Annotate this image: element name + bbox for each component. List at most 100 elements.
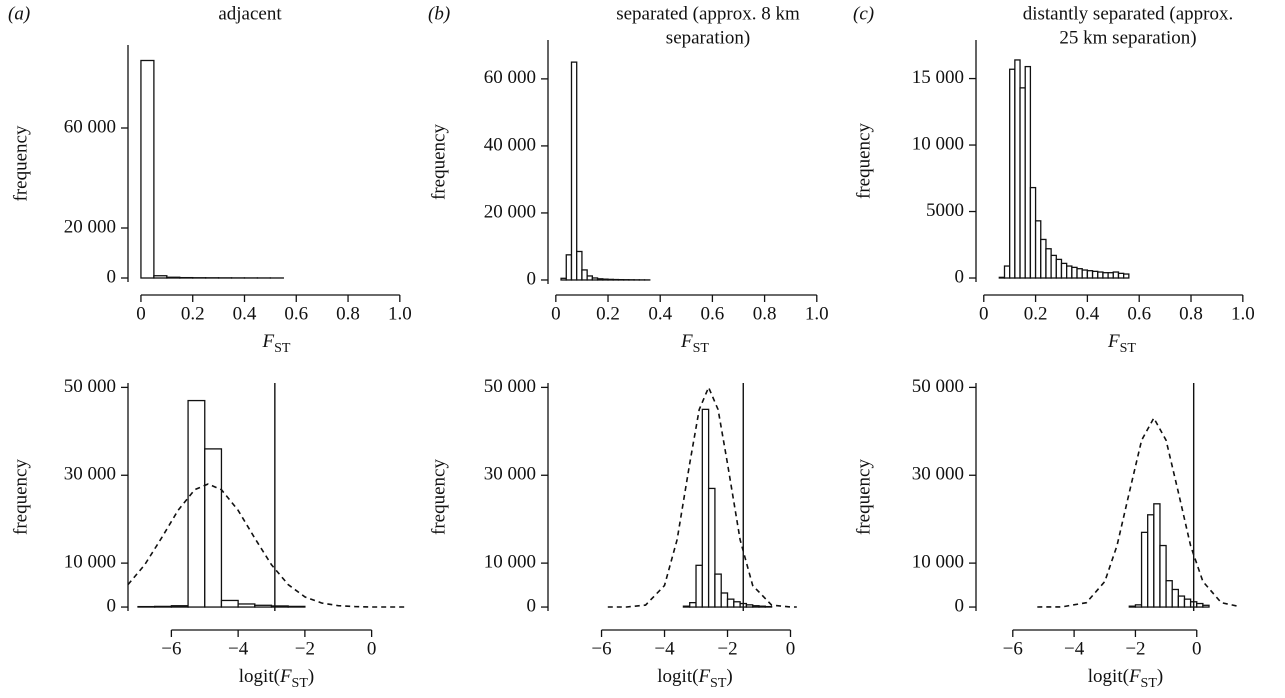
histogram-bar bbox=[1171, 588, 1180, 608]
x-tick-label: 0.8 bbox=[336, 303, 360, 324]
y-tick-label: 20 000 bbox=[64, 216, 116, 237]
x-tick-label: −4 bbox=[228, 638, 249, 659]
x-label-suffix: ) bbox=[1157, 666, 1163, 687]
histogram-bar bbox=[204, 448, 223, 608]
y-tick-label: 0 bbox=[527, 595, 537, 616]
histogram-bar bbox=[1123, 273, 1130, 279]
histogram-bar bbox=[581, 269, 588, 281]
x-label-symbol: F bbox=[697, 666, 710, 687]
histogram-bar bbox=[1165, 580, 1173, 608]
histogram-bar bbox=[1029, 186, 1037, 279]
y-tick-label: 30 000 bbox=[912, 464, 964, 485]
y-axis-label: frequency bbox=[853, 459, 874, 535]
density-curve bbox=[127, 483, 405, 608]
x-tick-label: 0.6 bbox=[1127, 303, 1151, 324]
x-label-prefix: logit( bbox=[657, 666, 698, 687]
histogram-bar bbox=[758, 605, 766, 608]
x-tick-label: 0.8 bbox=[753, 303, 777, 324]
histogram-bar bbox=[1071, 266, 1078, 279]
histogram-bar bbox=[1045, 248, 1052, 279]
x-tick-label: 0 bbox=[367, 638, 377, 659]
x-tick-label: 0 bbox=[1192, 638, 1202, 659]
y-tick-label: 10 000 bbox=[912, 133, 964, 154]
histogram-bar bbox=[1159, 544, 1167, 608]
histogram-bar bbox=[1196, 602, 1204, 608]
histogram-bar bbox=[602, 278, 609, 281]
histogram-bar bbox=[682, 605, 691, 608]
histogram-bar bbox=[1040, 238, 1047, 279]
y-tick-label: 50 000 bbox=[912, 376, 964, 397]
histogram-bar bbox=[752, 605, 760, 608]
x-tick-label: 0.8 bbox=[1179, 303, 1203, 324]
x-label-symbol: F bbox=[1128, 666, 1141, 687]
histogram-bar bbox=[726, 598, 735, 608]
x-label-prefix: logit( bbox=[239, 666, 280, 687]
histogram-bar bbox=[1153, 503, 1161, 608]
histogram-bar bbox=[1112, 271, 1120, 279]
x-tick-label: −6 bbox=[591, 638, 611, 659]
y-axis-label: frequency bbox=[428, 124, 449, 200]
x-axis-label: logit(FST) bbox=[239, 666, 314, 691]
y-tick-label: 0 bbox=[955, 595, 965, 616]
x-tick-label: 0.2 bbox=[1024, 303, 1048, 324]
histogram-bar bbox=[270, 605, 289, 608]
histogram-bar bbox=[237, 603, 256, 608]
histogram-bar bbox=[596, 278, 604, 281]
density-curve bbox=[607, 385, 797, 608]
y-axis-label: frequency bbox=[428, 459, 449, 535]
histogram-bar bbox=[720, 592, 729, 608]
x-label-subscript: ST bbox=[693, 341, 710, 356]
histogram-bar bbox=[714, 573, 722, 608]
histogram-bar bbox=[287, 605, 306, 608]
histogram-bar bbox=[1066, 265, 1073, 279]
histogram-bar bbox=[586, 275, 594, 281]
histogram-bar bbox=[1202, 604, 1210, 608]
y-tick-label: 0 bbox=[527, 268, 537, 289]
x-tick-label: 0 bbox=[551, 303, 561, 324]
histogram-bar bbox=[733, 601, 741, 608]
histogram-bar bbox=[187, 399, 206, 608]
x-tick-label: 0.6 bbox=[284, 303, 308, 324]
histogram-bar bbox=[1050, 254, 1057, 279]
histogram-bar bbox=[1102, 272, 1109, 279]
histogram-bar bbox=[565, 254, 573, 281]
y-tick-label: 60 000 bbox=[484, 67, 536, 88]
x-axis-label: FST bbox=[680, 331, 709, 356]
histogram-bar bbox=[220, 599, 239, 608]
histogram-bar bbox=[576, 250, 583, 281]
x-tick-label: −6 bbox=[1003, 638, 1023, 659]
x-label-symbol: F bbox=[1107, 331, 1120, 352]
y-tick-label: 10 000 bbox=[64, 551, 116, 572]
histogram-bar bbox=[1097, 271, 1104, 279]
panel-title: separation) bbox=[666, 27, 750, 48]
histogram-bar bbox=[166, 276, 181, 279]
x-tick-label: 0.2 bbox=[181, 303, 205, 324]
y-tick-label: 0 bbox=[107, 595, 117, 616]
y-tick-label: 0 bbox=[955, 266, 965, 287]
y-axis-label: frequency bbox=[10, 459, 31, 535]
y-tick-label: 20 000 bbox=[484, 201, 536, 222]
histogram-bar bbox=[140, 59, 155, 279]
x-tick-label: 0.6 bbox=[701, 303, 725, 324]
y-axis-label: frequency bbox=[10, 125, 31, 201]
x-axis-label: FST bbox=[262, 331, 291, 356]
x-tick-label: −2 bbox=[717, 638, 737, 659]
x-axis-label: logit(FST) bbox=[1088, 666, 1163, 691]
y-axis-label: frequency bbox=[853, 123, 874, 199]
histogram-bar bbox=[170, 605, 189, 608]
x-tick-label: 0.4 bbox=[233, 303, 257, 324]
x-tick-label: 1.0 bbox=[388, 303, 412, 324]
y-tick-label: 5000 bbox=[926, 200, 964, 221]
x-tick-label: 0.4 bbox=[1076, 303, 1100, 324]
y-tick-label: 60 000 bbox=[64, 116, 116, 137]
histogram-bar bbox=[1024, 65, 1032, 279]
histogram-bar bbox=[254, 604, 273, 608]
histogram-bar bbox=[153, 275, 168, 279]
histogram-bar bbox=[1107, 272, 1114, 279]
histogram-bar bbox=[1003, 265, 1011, 279]
y-tick-label: 30 000 bbox=[64, 464, 116, 485]
histogram-bar bbox=[1117, 272, 1125, 279]
histogram-bar bbox=[1128, 605, 1137, 608]
histogram-bar bbox=[1055, 258, 1063, 279]
